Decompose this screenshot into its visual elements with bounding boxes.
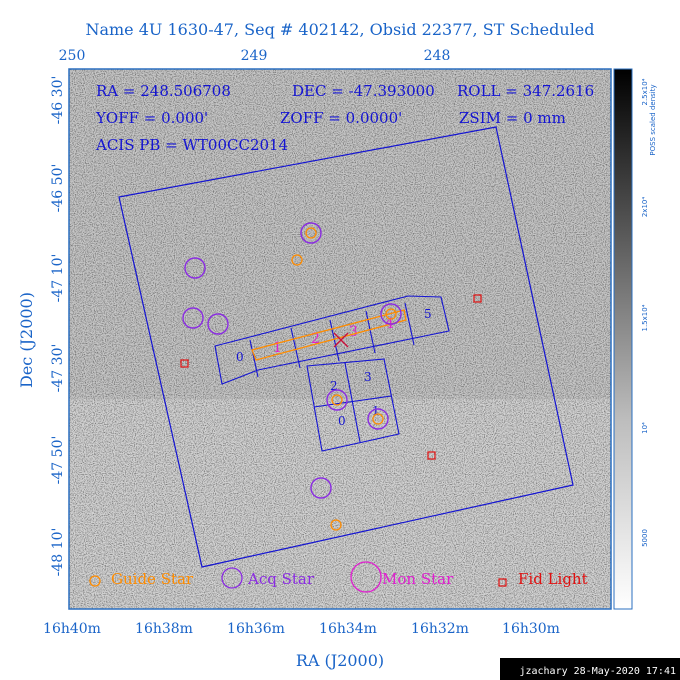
mon-star-legend-icon [350, 561, 382, 593]
chip-number: 5 [424, 307, 432, 321]
acq-star-icon [182, 307, 204, 329]
colorbar-tick: 2.5x10⁴ [641, 78, 649, 105]
fid-light-icon [473, 294, 482, 303]
pointing-info: RA = 248.506708 DEC = -47.393000 ROLL = … [95, 82, 594, 154]
fid-light-icon [180, 359, 189, 368]
guide-star-legend-icon [89, 575, 101, 587]
top-tick-label: 249 [241, 48, 268, 64]
colorbar: POSS scaled density 2.5x10⁴ 2x10⁴ 1.5x10… [613, 68, 657, 610]
acq-star-icon [310, 477, 332, 499]
zoff-value: ZOFF = 0.0000' [280, 109, 402, 127]
top-tick-label: 250 [59, 48, 86, 64]
acis-value: ACIS PB = WT00CC2014 [95, 136, 288, 154]
x-axis-label: RA (J2000) [296, 651, 384, 670]
left-tick-label: -46 50' [50, 164, 66, 213]
legend-fid-label: Fid Light [518, 570, 588, 588]
colorbar-tick: 10⁴ [641, 422, 649, 434]
acq-star-legend-icon [221, 567, 243, 589]
colorbar-tick: 1.5x10⁴ [641, 304, 649, 331]
zsim-value: ZSIM = 0 mm [459, 109, 566, 127]
guide-stars [291, 227, 397, 531]
left-axis: -46 30' -46 50' -47 10' -47 30' -47 50' … [50, 76, 66, 577]
left-tick-label: -47 10' [50, 254, 66, 303]
guide-star-icon [331, 394, 343, 406]
chip-number: 2 [330, 379, 338, 393]
left-tick-label: -47 30' [50, 344, 66, 393]
footer-credit: jzachary 28-May-2020 17:41 [519, 666, 676, 677]
chip-number: 3 [364, 370, 372, 384]
chip-number: 3 [349, 324, 358, 340]
yoff-value: YOFF = 0.000' [95, 109, 208, 127]
guide-star-icon [385, 308, 397, 320]
aimpoint-x-icon [333, 332, 349, 348]
left-tick-label: -48 10' [50, 528, 66, 577]
guide-star-icon [330, 519, 342, 531]
bottom-tick-label: 16h34m [319, 621, 377, 637]
bottom-tick-label: 16h36m [227, 621, 285, 637]
fid-light-legend-icon [498, 578, 507, 587]
top-axis: 250 249 248 [59, 48, 451, 64]
guide-star-icon [291, 254, 303, 266]
legend-guide-label: Guide Star [111, 570, 194, 588]
chip-number: 1 [372, 404, 380, 418]
acis-s-array [214, 295, 450, 385]
fid-lights [180, 294, 482, 460]
ra-value: RA = 248.506708 [96, 82, 231, 100]
plot-title: Name 4U 1630-47, Seq # 402142, Obsid 223… [85, 20, 594, 39]
acq-star-icon [300, 222, 322, 244]
chip-number: 1 [273, 340, 282, 356]
chip-number: 0 [236, 350, 244, 364]
acq-star-icon [207, 313, 229, 335]
colorbar-label: POSS scaled density [649, 84, 657, 155]
colorbar-tick: 5000 [641, 529, 649, 547]
fid-light-icon [427, 451, 436, 460]
guide-star-icon [372, 413, 384, 425]
bottom-tick-label: 16h40m [43, 621, 101, 637]
legend: Guide Star Acq Star Mon Star Fid Light [89, 561, 588, 593]
chip-number: 2 [311, 331, 320, 347]
colorbar-tick: 2x10⁴ [641, 197, 649, 218]
acq-star-icon [326, 389, 348, 411]
acis-i-array [306, 358, 400, 452]
acq-star-icon [380, 303, 402, 325]
bottom-tick-label: 16h38m [135, 621, 193, 637]
guide-star-icon [305, 227, 317, 239]
fov-outline [118, 126, 574, 568]
y-axis-label: Dec (J2000) [17, 292, 36, 388]
legend-acq-label: Acq Star [247, 570, 315, 588]
acq-star-icon [367, 408, 389, 430]
top-tick-label: 248 [424, 48, 451, 64]
subarray-box [251, 309, 407, 361]
plot-frame [68, 68, 612, 610]
bottom-tick-label: 16h30m [502, 621, 560, 637]
bottom-tick-label: 16h32m [411, 621, 469, 637]
acq-star-icon [184, 257, 206, 279]
left-tick-label: -47 50' [50, 436, 66, 485]
roll-value: ROLL = 347.2616 [457, 82, 594, 100]
dec-value: DEC = -47.393000 [292, 82, 435, 100]
legend-mon-label: Mon Star [382, 570, 454, 588]
chip-number: 0 [338, 414, 346, 428]
bottom-axis: 16h40m 16h38m 16h36m 16h34m 16h32m 16h30… [43, 621, 560, 637]
acq-stars [182, 222, 402, 499]
left-tick-label: -46 30' [50, 76, 66, 125]
sky-image [69, 69, 611, 609]
